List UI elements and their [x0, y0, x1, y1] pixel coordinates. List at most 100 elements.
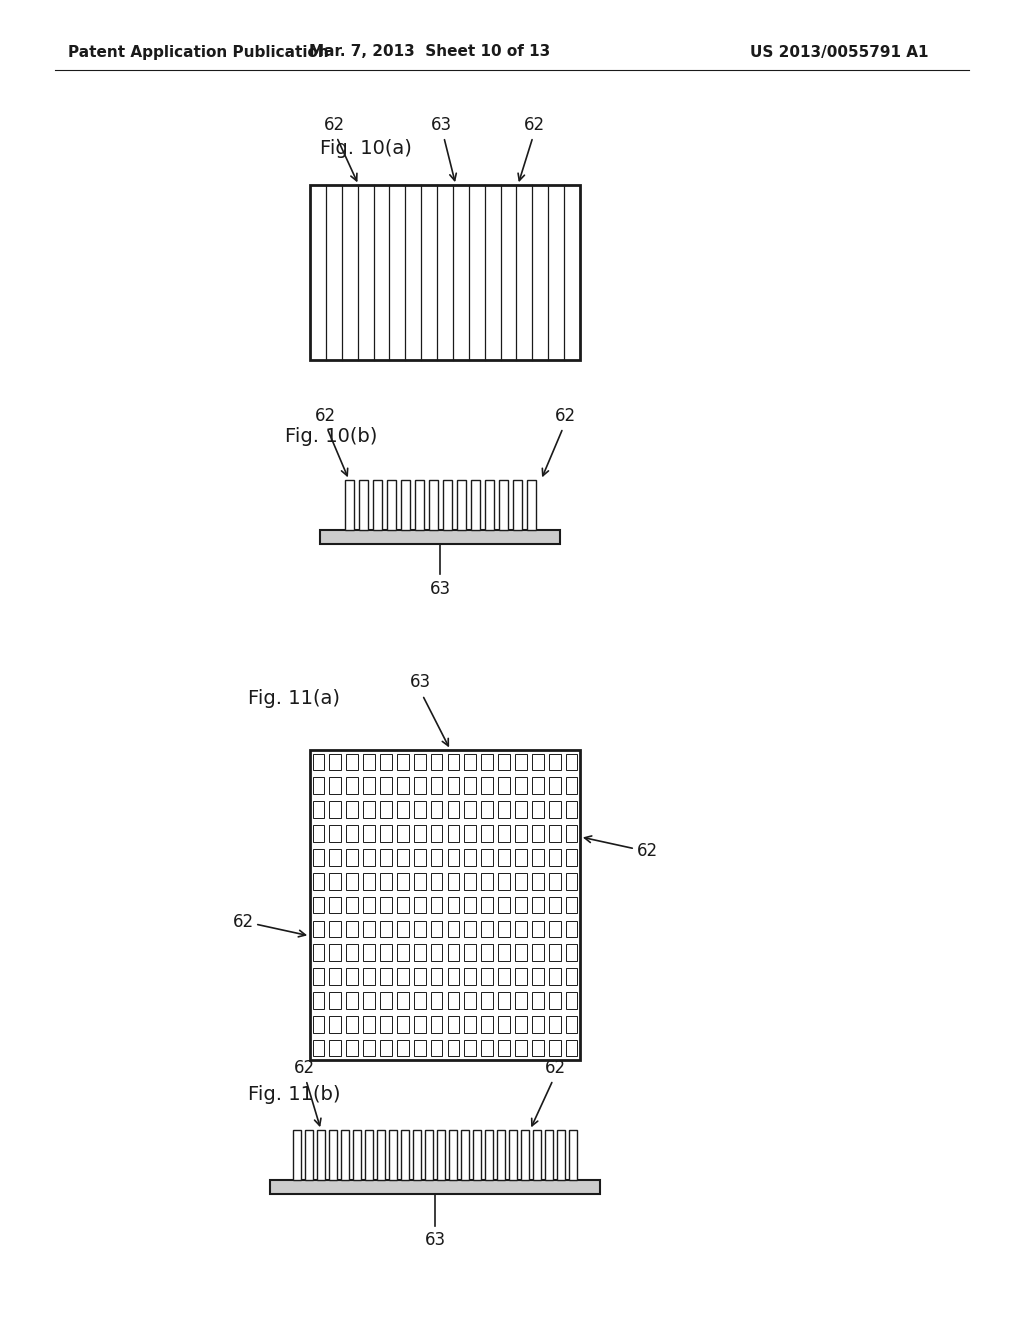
Text: 63: 63: [429, 579, 451, 598]
Bar: [400, 480, 410, 531]
Bar: [358, 480, 368, 531]
Bar: [330, 754, 341, 771]
Bar: [481, 968, 494, 985]
Bar: [364, 944, 375, 961]
Bar: [431, 968, 442, 985]
Bar: [365, 1130, 373, 1180]
Bar: [484, 480, 494, 531]
Bar: [330, 1040, 341, 1056]
Bar: [565, 849, 578, 866]
Bar: [531, 873, 544, 890]
Bar: [364, 1040, 375, 1056]
Bar: [377, 1130, 385, 1180]
Bar: [447, 968, 460, 985]
Bar: [465, 1040, 476, 1056]
Bar: [447, 1016, 460, 1032]
Text: 62: 62: [524, 116, 546, 135]
Bar: [380, 993, 392, 1008]
Bar: [569, 1130, 577, 1180]
Bar: [397, 873, 409, 890]
Bar: [389, 1130, 397, 1180]
Bar: [481, 896, 494, 913]
Bar: [364, 968, 375, 985]
Bar: [465, 896, 476, 913]
Bar: [312, 896, 325, 913]
Bar: [481, 849, 494, 866]
Bar: [415, 480, 424, 531]
Bar: [344, 480, 353, 531]
Bar: [447, 825, 460, 842]
Bar: [447, 993, 460, 1008]
Bar: [397, 920, 409, 937]
Bar: [481, 944, 494, 961]
Bar: [346, 754, 358, 771]
Bar: [531, 993, 544, 1008]
Bar: [346, 849, 358, 866]
Bar: [293, 1130, 301, 1180]
Bar: [364, 1016, 375, 1032]
Bar: [465, 754, 476, 771]
Bar: [312, 944, 325, 961]
Bar: [397, 825, 409, 842]
Bar: [397, 896, 409, 913]
Bar: [512, 480, 521, 531]
Bar: [346, 1016, 358, 1032]
Bar: [549, 1016, 560, 1032]
Bar: [330, 968, 341, 985]
Bar: [330, 920, 341, 937]
Bar: [431, 849, 442, 866]
Bar: [498, 754, 510, 771]
Bar: [330, 993, 341, 1008]
Bar: [431, 920, 442, 937]
Bar: [330, 944, 341, 961]
Bar: [549, 754, 560, 771]
Bar: [498, 1016, 510, 1032]
Bar: [312, 754, 325, 771]
Bar: [397, 1040, 409, 1056]
Bar: [431, 1016, 442, 1032]
Bar: [549, 968, 560, 985]
Bar: [549, 825, 560, 842]
Bar: [414, 968, 426, 985]
Bar: [498, 825, 510, 842]
Bar: [549, 993, 560, 1008]
Bar: [270, 1180, 600, 1195]
Bar: [465, 920, 476, 937]
Text: 62: 62: [554, 407, 575, 425]
Bar: [481, 825, 494, 842]
Text: Fig. 11(a): Fig. 11(a): [248, 689, 340, 708]
Bar: [397, 754, 409, 771]
Bar: [437, 1130, 445, 1180]
Bar: [431, 825, 442, 842]
Bar: [413, 1130, 421, 1180]
Bar: [312, 1040, 325, 1056]
Bar: [515, 777, 526, 795]
Bar: [521, 1130, 529, 1180]
Bar: [346, 873, 358, 890]
Bar: [465, 849, 476, 866]
Bar: [364, 993, 375, 1008]
Bar: [481, 801, 494, 818]
Bar: [531, 849, 544, 866]
Bar: [312, 825, 325, 842]
Bar: [549, 849, 560, 866]
Bar: [346, 968, 358, 985]
Bar: [549, 896, 560, 913]
Bar: [380, 1040, 392, 1056]
Bar: [549, 1040, 560, 1056]
Bar: [341, 1130, 349, 1180]
Text: 62: 62: [294, 1059, 314, 1077]
Bar: [431, 801, 442, 818]
Bar: [310, 750, 580, 1060]
Bar: [498, 920, 510, 937]
Bar: [481, 873, 494, 890]
Bar: [431, 1040, 442, 1056]
Bar: [447, 777, 460, 795]
Bar: [557, 1130, 565, 1180]
Bar: [364, 825, 375, 842]
Bar: [346, 801, 358, 818]
Bar: [465, 777, 476, 795]
Bar: [397, 801, 409, 818]
Bar: [526, 480, 536, 531]
Bar: [447, 1040, 460, 1056]
